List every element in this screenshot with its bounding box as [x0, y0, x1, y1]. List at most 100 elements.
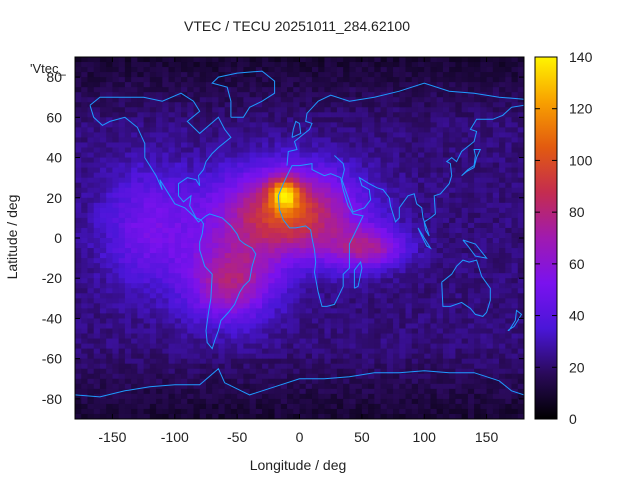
- heatmap-cell: [81, 398, 89, 405]
- heatmap-cell: [311, 383, 319, 390]
- heatmap-cell: [131, 398, 138, 405]
- heatmap-cell: [156, 77, 163, 83]
- heatmap-cell: [124, 107, 132, 113]
- heatmap-cell: [168, 152, 176, 159]
- heatmap-cell: [112, 358, 120, 365]
- heatmap-cell: [467, 398, 475, 405]
- heatmap-cell: [143, 388, 151, 395]
- heatmap-cell: [199, 177, 207, 184]
- heatmap-cell: [131, 147, 138, 154]
- heatmap-cell: [230, 117, 238, 123]
- heatmap-cell: [361, 232, 369, 239]
- heatmap-cell: [93, 112, 101, 118]
- heatmap-cell: [280, 308, 288, 315]
- heatmap-cell: [106, 333, 114, 340]
- heatmap-cell: [243, 258, 251, 264]
- heatmap-cell: [311, 283, 319, 289]
- heatmap-cell: [268, 152, 276, 159]
- heatmap-cell: [324, 293, 332, 299]
- heatmap-cell: [361, 263, 369, 269]
- heatmap-cell: [505, 308, 513, 315]
- heatmap-cell: [355, 333, 363, 340]
- heatmap-cell: [218, 167, 226, 174]
- heatmap-cell: [187, 283, 195, 289]
- heatmap-cell: [243, 238, 251, 244]
- heatmap-cell: [124, 87, 132, 93]
- heatmap-cell: [293, 353, 301, 360]
- heatmap-cell: [268, 182, 276, 189]
- heatmap-cell: [442, 72, 450, 78]
- heatmap-cell: [230, 62, 238, 68]
- heatmap-cell: [87, 278, 95, 284]
- heatmap-cell: [424, 172, 432, 179]
- heatmap-cell: [262, 253, 269, 259]
- heatmap-cell: [131, 192, 138, 199]
- heatmap-cell: [137, 333, 145, 340]
- heatmap-cell: [224, 268, 232, 274]
- heatmap-cell: [237, 67, 244, 73]
- heatmap-cell: [417, 288, 425, 294]
- heatmap-cell: [436, 202, 444, 209]
- heatmap-cell: [143, 283, 151, 289]
- heatmap-cell: [181, 268, 188, 274]
- heatmap-cell: [461, 268, 469, 274]
- heatmap-cell: [237, 157, 244, 164]
- heatmap-cell: [118, 363, 126, 370]
- heatmap-cell: [280, 273, 288, 279]
- heatmap-cell: [374, 212, 382, 219]
- heatmap-cell: [274, 207, 282, 214]
- heatmap-cell: [480, 358, 488, 365]
- heatmap-cell: [336, 298, 344, 304]
- heatmap-cell: [417, 177, 425, 184]
- heatmap-cell: [343, 57, 350, 63]
- heatmap-cell: [474, 157, 481, 164]
- heatmap-cell: [430, 147, 438, 154]
- heatmap-cell: [343, 212, 350, 219]
- heatmap-cell: [243, 227, 251, 234]
- heatmap-cell: [75, 162, 82, 169]
- heatmap-cell: [374, 343, 382, 350]
- heatmap-cell: [205, 172, 213, 179]
- heatmap-cell: [224, 253, 232, 259]
- heatmap-cell: [118, 142, 126, 149]
- heatmap-cell: [293, 122, 301, 128]
- heatmap-cell: [480, 393, 488, 400]
- heatmap-cell: [374, 353, 382, 360]
- heatmap-cell: [243, 182, 251, 189]
- heatmap-cell: [349, 182, 357, 189]
- heatmap-cell: [93, 338, 101, 345]
- heatmap-cell: [349, 358, 357, 365]
- heatmap-cell: [361, 388, 369, 395]
- heatmap-cell: [399, 358, 407, 365]
- heatmap-cell: [262, 182, 269, 189]
- heatmap-cell: [99, 82, 107, 88]
- heatmap-cell: [255, 107, 263, 113]
- heatmap-cell: [262, 378, 269, 385]
- heatmap-cell: [374, 127, 382, 134]
- heatmap-cell: [436, 363, 444, 370]
- heatmap-cell: [181, 378, 188, 385]
- heatmap-cell: [243, 253, 251, 259]
- heatmap-cell: [193, 313, 201, 320]
- heatmap-cell: [386, 132, 394, 139]
- heatmap-cell: [249, 62, 257, 68]
- heatmap-cell: [442, 298, 450, 304]
- heatmap-cell: [131, 348, 138, 355]
- heatmap-cell: [355, 122, 363, 128]
- heatmap-cell: [262, 162, 269, 169]
- heatmap-cell: [480, 343, 488, 350]
- heatmap-cell: [386, 328, 394, 335]
- heatmap-cell: [149, 328, 157, 335]
- heatmap-cell: [262, 348, 269, 355]
- heatmap-cell: [467, 258, 475, 264]
- heatmap-cell: [349, 212, 357, 219]
- heatmap-cell: [205, 137, 213, 144]
- heatmap-cell: [399, 378, 407, 385]
- heatmap-cell: [399, 162, 407, 169]
- heatmap-cell: [499, 238, 506, 244]
- heatmap-cell: [324, 328, 332, 335]
- heatmap-cell: [249, 177, 257, 184]
- heatmap-cell: [330, 243, 338, 249]
- heatmap-cell: [386, 112, 394, 118]
- heatmap-cell: [374, 378, 382, 385]
